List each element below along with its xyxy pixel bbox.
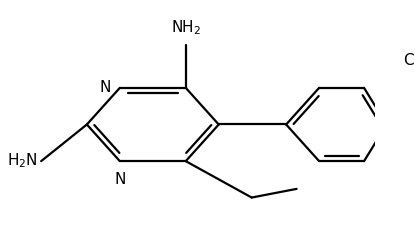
- Text: N: N: [114, 172, 125, 187]
- Text: H$_2$N: H$_2$N: [7, 152, 37, 171]
- Text: N: N: [100, 80, 111, 95]
- Text: NH$_2$: NH$_2$: [171, 18, 201, 37]
- Text: Cl: Cl: [403, 53, 415, 68]
